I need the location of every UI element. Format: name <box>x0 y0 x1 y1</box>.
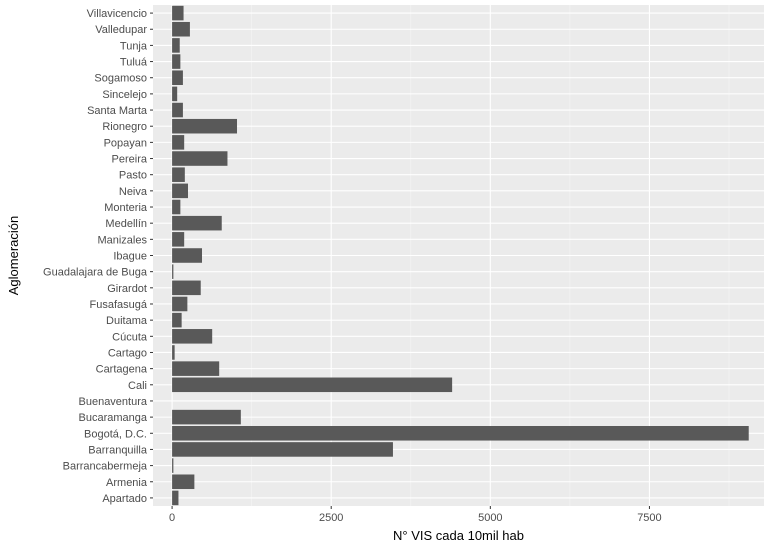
y-tick-label: Neiva <box>119 186 148 198</box>
bar <box>172 409 241 425</box>
bar <box>172 264 174 279</box>
bar <box>172 474 195 490</box>
bar <box>172 135 185 150</box>
x-tick-label: 2500 <box>319 512 343 524</box>
y-tick-label: Ibague <box>113 251 147 263</box>
bar <box>172 54 181 69</box>
bar <box>172 118 238 134</box>
bar <box>172 215 222 231</box>
bar <box>172 21 190 37</box>
bar <box>172 232 185 247</box>
y-tick-label: Sincelejo <box>102 89 147 101</box>
bar <box>172 38 180 53</box>
y-tick-label: Pasto <box>119 170 147 182</box>
bar <box>172 312 182 328</box>
y-tick-label: Medellín <box>105 218 147 230</box>
y-tick-label: Cali <box>128 380 147 392</box>
bar <box>172 329 213 344</box>
bar <box>172 296 188 312</box>
bar <box>172 70 183 85</box>
y-tick-label: Pereira <box>112 154 148 166</box>
y-tick-label: Fusafasugá <box>90 299 148 311</box>
y-tick-label: Rionegro <box>102 121 147 133</box>
x-axis-title: N° VIS cada 10mil hab <box>393 528 524 543</box>
bar <box>172 345 175 360</box>
y-tick-label: Barrancabermeja <box>63 461 148 473</box>
y-tick-label: Cartagena <box>96 364 148 376</box>
y-tick-label: Buenaventura <box>79 396 148 408</box>
bar <box>172 5 184 21</box>
bar <box>172 458 174 473</box>
x-tick-label: 7500 <box>637 512 661 524</box>
y-tick-label: Duitama <box>106 315 148 327</box>
y-tick-label: Santa Marta <box>87 105 148 117</box>
bar <box>172 102 183 118</box>
y-tick-label: Manizales <box>97 234 147 246</box>
bar <box>172 377 453 393</box>
y-tick-label: Popayan <box>104 137 147 149</box>
bar <box>172 248 203 263</box>
y-axis: Villavicencio Valledupar Tunja Tuluá Sogamos… <box>43 8 153 505</box>
x-tick-label: 5000 <box>478 512 502 524</box>
grid-lines <box>153 5 764 506</box>
y-tick-label: Tuluá <box>120 57 148 69</box>
x-tick-label: 0 <box>169 512 175 524</box>
y-tick-label: Sogamoso <box>94 73 147 85</box>
bar <box>172 199 181 215</box>
bar <box>172 490 179 506</box>
bar <box>172 442 393 457</box>
y-tick-label: Bucaramanga <box>79 412 148 424</box>
y-tick-label: Barranquilla <box>88 444 148 456</box>
y-tick-label: Villavicencio <box>87 8 147 20</box>
x-axis: 0 2500 5000 7500 <box>169 506 662 524</box>
y-tick-label: Cúcuta <box>112 331 148 343</box>
bar <box>172 151 228 166</box>
bar <box>172 183 189 199</box>
y-tick-label: Armenia <box>106 477 148 489</box>
bars-group <box>172 5 749 506</box>
y-tick-label: Apartado <box>102 493 147 505</box>
bar <box>172 426 749 441</box>
y-tick-label: Valledupar <box>95 24 147 36</box>
y-tick-label: Girardot <box>107 283 147 295</box>
y-tick-label: Guadalajara de Buga <box>43 267 148 279</box>
y-tick-label: Tunja <box>120 40 148 52</box>
y-axis-title: Aglomeración <box>6 216 21 296</box>
bar <box>172 86 178 102</box>
bar <box>172 361 220 376</box>
y-tick-label: Monteria <box>104 202 148 214</box>
bar <box>172 280 201 296</box>
bar <box>172 167 185 182</box>
y-tick-label: Bogotá, D.C. <box>84 428 147 440</box>
y-tick-label: Cartago <box>108 347 147 359</box>
